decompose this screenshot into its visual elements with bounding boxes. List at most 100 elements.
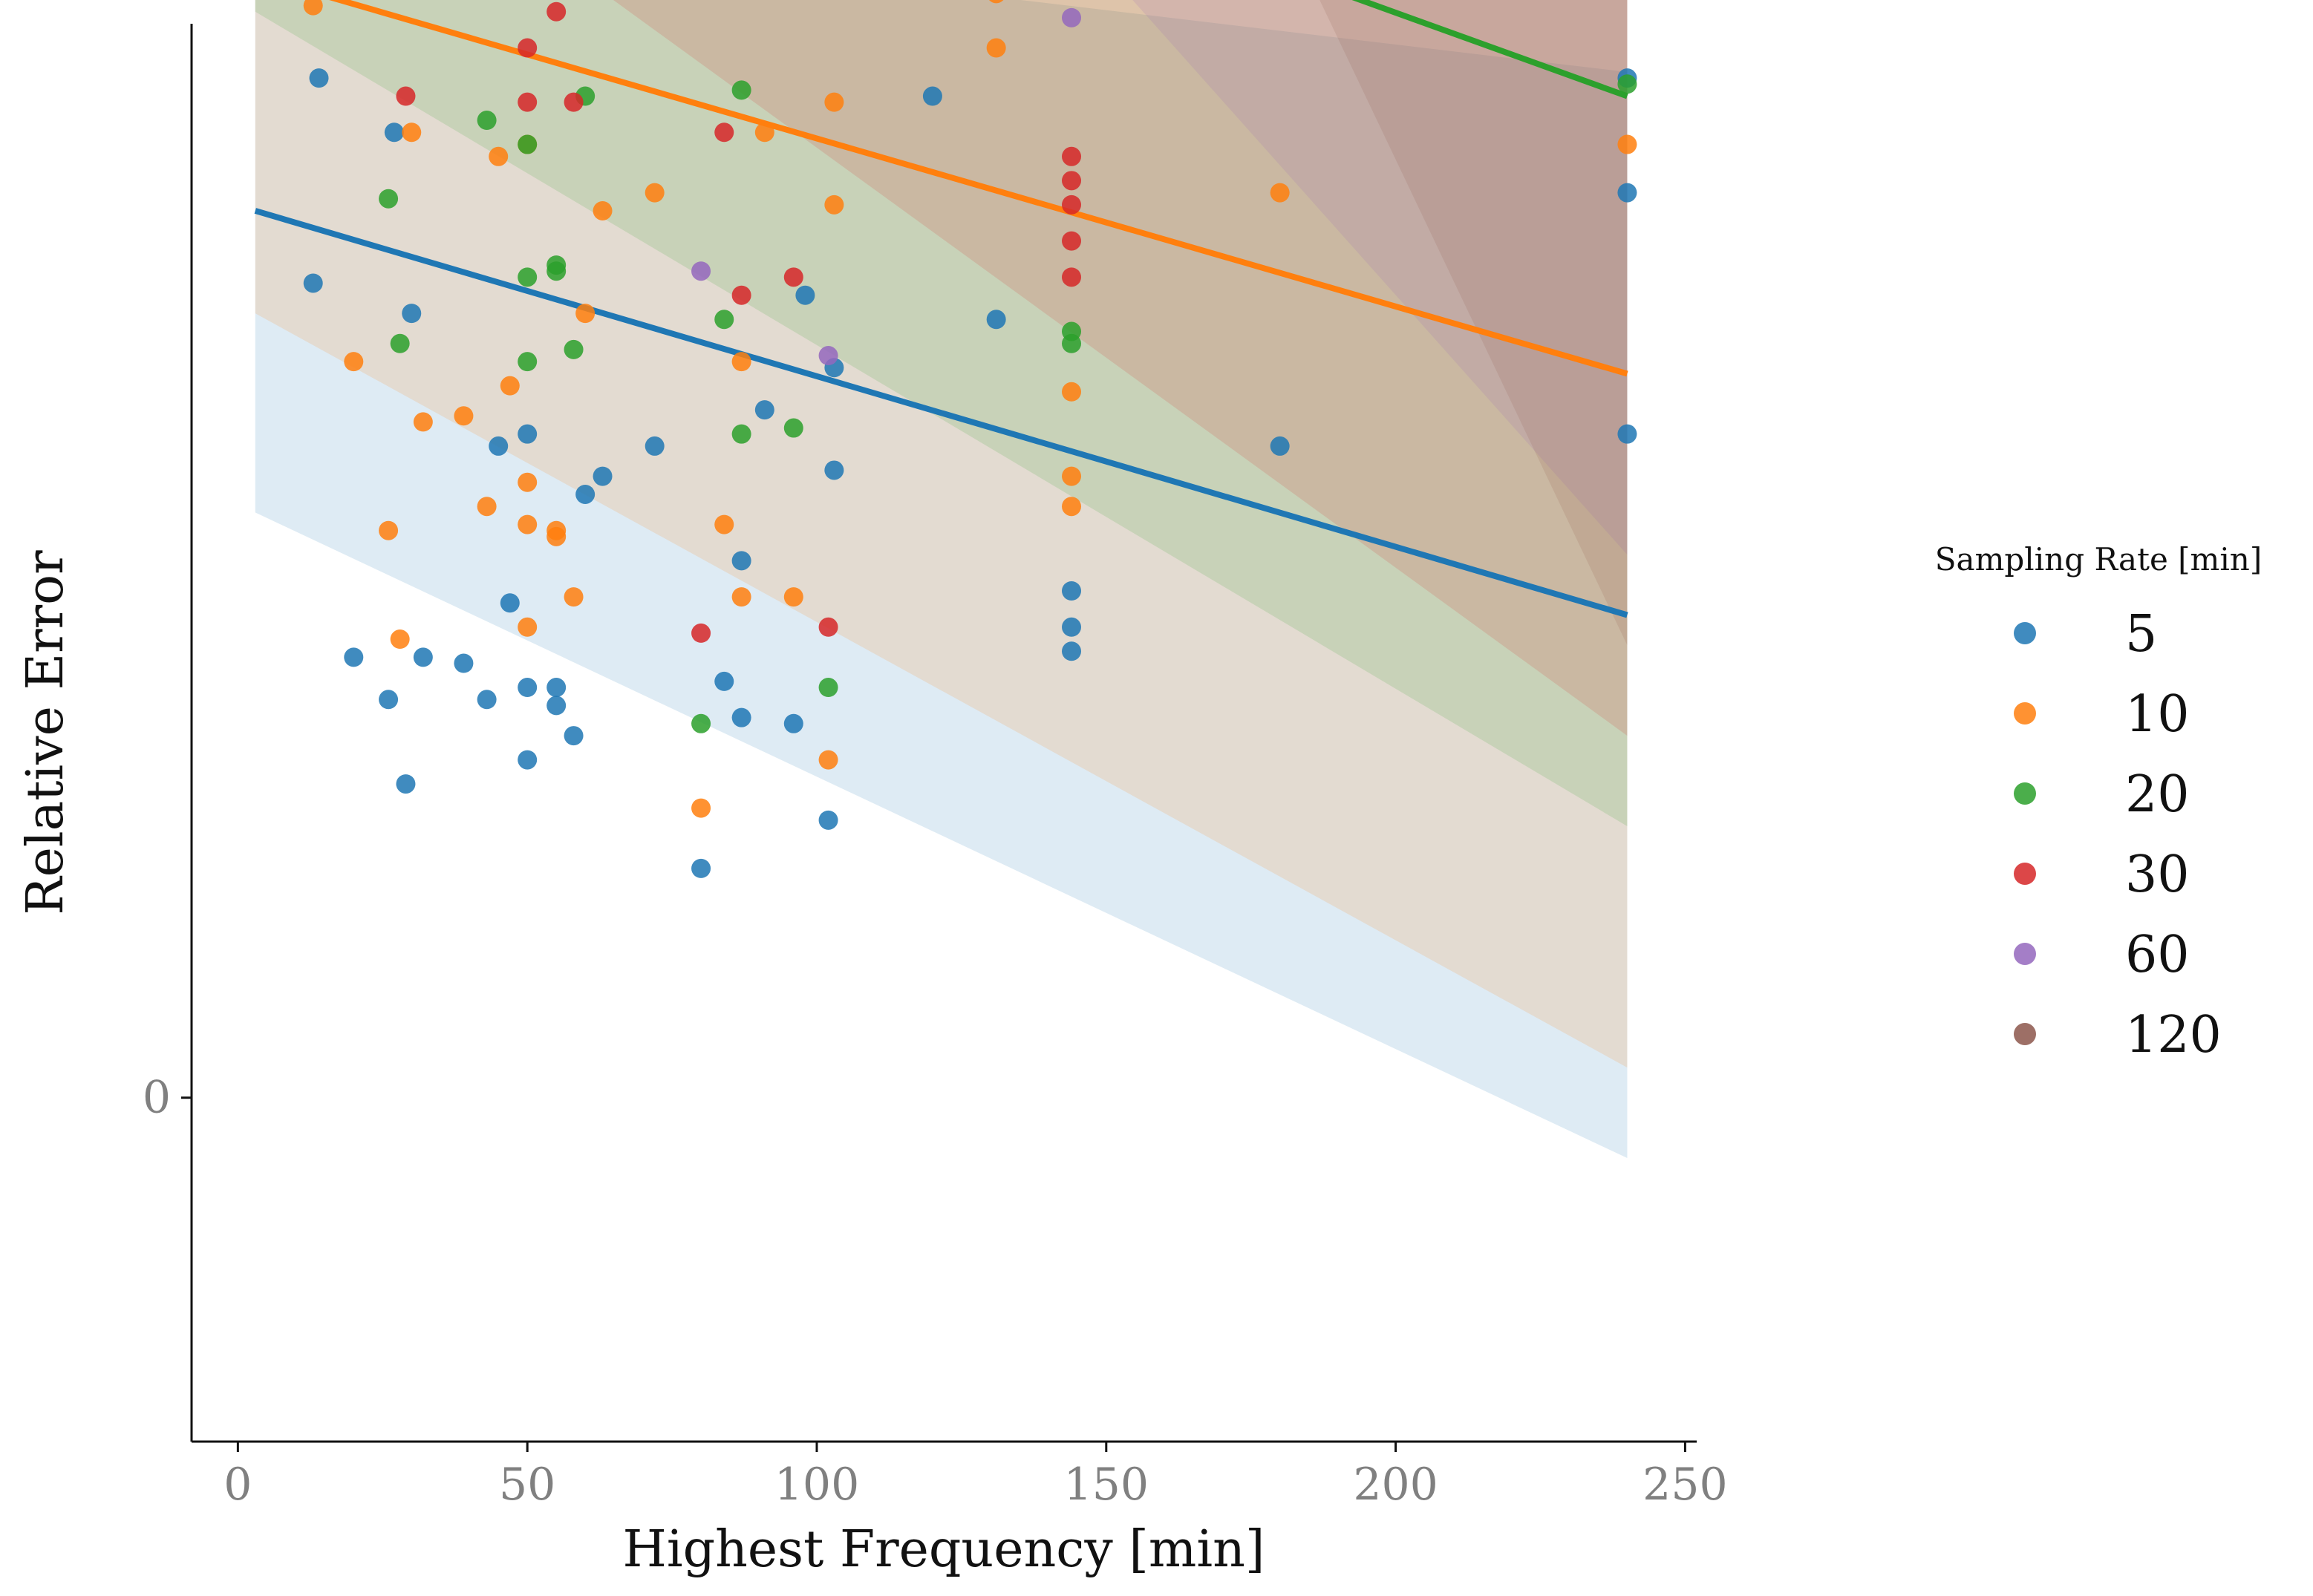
point-5-2: [303, 273, 323, 293]
legend-marker-10: [2014, 702, 2036, 725]
point-30-33: [783, 267, 803, 287]
point-10-34: [783, 587, 803, 607]
point-10-23: [547, 526, 567, 546]
point-60-35: [818, 346, 838, 366]
point-10-17: [500, 376, 520, 396]
point-10-24: [564, 587, 584, 607]
point-30-35: [818, 617, 838, 637]
point-5-45: [1617, 424, 1637, 444]
x-tick-label-5: 250: [1642, 1459, 1728, 1511]
point-20-30: [714, 310, 734, 330]
point-10-8: [390, 629, 410, 650]
legend-marker-60: [2014, 943, 2036, 965]
x-ticks: 0 50 100 150 200 250: [224, 1442, 1728, 1511]
ci-band-10: [255, 0, 1628, 1068]
point-10-14: [477, 497, 497, 517]
point-30-19: [518, 92, 538, 112]
point-10-33: [754, 122, 774, 143]
point-20-31: [731, 424, 751, 444]
legend-marker-20: [2014, 782, 2036, 805]
point-20-14: [477, 111, 497, 131]
point-10-28: [691, 798, 711, 818]
point-10-45: [1270, 183, 1290, 203]
point-5-25: [645, 436, 665, 456]
point-20-18: [518, 267, 538, 287]
axes: [190, 24, 1697, 1443]
legend-label-10: 10: [2125, 685, 2190, 744]
point-5-28: [714, 671, 734, 691]
point-60-44: [1062, 7, 1082, 27]
point-60-28: [691, 261, 711, 281]
point-5-40: [1062, 641, 1082, 661]
point-5-4: [344, 647, 364, 667]
point-30-44: [1062, 231, 1082, 251]
point-5-29: [731, 707, 751, 727]
point-5-24: [593, 466, 613, 486]
point-20-43: [1062, 321, 1082, 341]
point-5-9: [402, 304, 422, 324]
point-5-35: [824, 460, 844, 480]
point-20-5: [379, 189, 399, 209]
point-10-18: [518, 514, 538, 534]
point-10-12: [454, 406, 474, 426]
point-10-36: [818, 750, 838, 770]
point-10-40: [986, 38, 1006, 58]
legend-label-120: 120: [2125, 1006, 2222, 1064]
point-10-38: [824, 92, 844, 112]
point-30-41: [1062, 146, 1082, 166]
point-5-44: [1617, 183, 1637, 203]
legend-marker-5: [2014, 622, 2036, 644]
point-5-16: [500, 593, 520, 613]
point-30-42: [1062, 171, 1082, 191]
point-10-43: [1062, 497, 1082, 517]
x-tick-label-4: 200: [1353, 1459, 1438, 1511]
point-20-34: [783, 418, 803, 438]
point-5-5: [379, 690, 399, 710]
ci-band-30: [613, 0, 1628, 736]
point-10-30: [714, 514, 734, 534]
point-5-17: [518, 678, 538, 698]
point-10-10: [413, 412, 433, 432]
point-20-32: [731, 80, 751, 100]
point-20-23: [547, 261, 567, 281]
point-30-8: [396, 86, 416, 106]
point-10-15: [489, 146, 509, 166]
point-5-31: [754, 400, 774, 420]
point-5-3: [309, 68, 329, 88]
point-20-21: [518, 134, 538, 154]
x-tick-label-1: 50: [499, 1459, 555, 1511]
point-10-31: [731, 587, 751, 607]
legend-label-30: 30: [2125, 846, 2190, 904]
y-ticks: 02%4%6%8%: [143, 1072, 192, 1124]
legend-marker-30: [2014, 863, 2036, 885]
point-5-19: [518, 424, 538, 444]
point-10-37: [824, 194, 844, 215]
point-5-21: [547, 696, 567, 716]
point-5-33: [795, 285, 815, 305]
point-5-20: [547, 678, 567, 698]
ci-band-60: [1132, 0, 1628, 555]
fit-line-20: [1351, 0, 1628, 99]
point-20-36: [818, 678, 838, 698]
legend-label-20: 20: [2125, 765, 2190, 824]
point-5-22: [564, 726, 584, 746]
point-10-41: [988, 0, 1004, 4]
ci-band-120: [1319, 0, 1628, 646]
point-5-13: [477, 690, 497, 710]
point-10-26: [593, 200, 613, 220]
point-5-39: [1062, 581, 1082, 601]
point-30-45: [1062, 267, 1082, 287]
point-30-43: [1062, 194, 1082, 215]
y-tick-label-0: 0: [143, 1072, 171, 1124]
point-30-29: [714, 122, 734, 143]
point-5-7: [384, 122, 404, 143]
point-5-18: [518, 750, 538, 770]
point-10-4: [344, 352, 364, 372]
point-20-47: [1617, 74, 1637, 94]
legend-title: Sampling Rate [min]: [1935, 541, 2262, 578]
point-5-37: [922, 86, 942, 106]
data-points: [303, 0, 1637, 878]
point-5-30: [731, 551, 751, 571]
fit-line-10: [329, 0, 1628, 377]
point-30-31: [731, 285, 751, 305]
